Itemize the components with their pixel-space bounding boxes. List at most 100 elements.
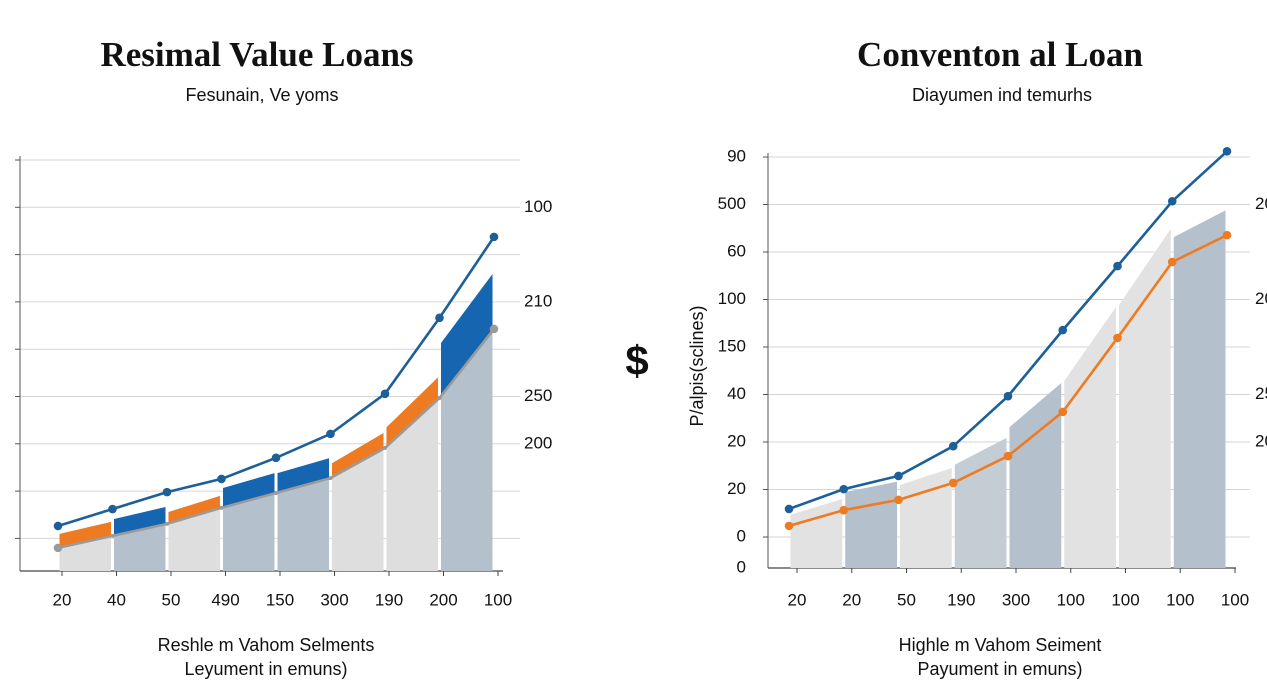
x-tick-label: 40 bbox=[107, 590, 126, 609]
x-tick-label: 100 bbox=[1111, 590, 1139, 609]
point bbox=[948, 441, 958, 451]
y2-tick-label: 20 bbox=[1255, 289, 1267, 308]
point bbox=[53, 543, 63, 553]
chart-title: Resimal Value Loans bbox=[100, 35, 413, 74]
y-tick-label: 40 bbox=[727, 384, 746, 403]
x-axis-label: Highle m Vahom Seiment bbox=[899, 635, 1102, 655]
point bbox=[219, 505, 224, 510]
column bbox=[441, 328, 493, 571]
band bbox=[168, 495, 220, 524]
column bbox=[277, 478, 329, 571]
y2-tick-label: 210 bbox=[524, 291, 552, 310]
point bbox=[437, 395, 442, 400]
x-tick-label: 50 bbox=[897, 590, 916, 609]
point bbox=[1167, 196, 1177, 206]
point bbox=[53, 521, 63, 531]
point bbox=[839, 484, 849, 494]
x-tick-label: 190 bbox=[375, 590, 403, 609]
x-tick-label: 20 bbox=[842, 590, 861, 609]
point bbox=[1113, 333, 1122, 343]
x-tick-label: 100 bbox=[484, 590, 512, 609]
point bbox=[328, 476, 333, 481]
y2-tick-label: 25 bbox=[1255, 384, 1267, 403]
y2-tick-label: 200 bbox=[524, 433, 552, 452]
point bbox=[1058, 325, 1068, 335]
y-tick-label: 20 bbox=[727, 431, 746, 450]
point bbox=[839, 505, 849, 515]
chart-title: Conventon al Loan bbox=[857, 35, 1143, 74]
column bbox=[790, 499, 843, 568]
x-axis-label: Leyument in emuns) bbox=[184, 659, 347, 679]
y-tick-label: 500 bbox=[718, 194, 746, 213]
point bbox=[784, 521, 794, 531]
point bbox=[894, 495, 903, 505]
y-tick-label: 90 bbox=[727, 146, 746, 165]
column bbox=[1064, 306, 1116, 568]
y2-tick-label: 100 bbox=[524, 197, 552, 216]
band bbox=[386, 377, 438, 448]
point bbox=[948, 478, 958, 488]
point bbox=[274, 490, 278, 495]
band bbox=[59, 521, 111, 548]
chart-subtitle: Fesunain, Ve yoms bbox=[185, 85, 338, 105]
x-tick-label: 300 bbox=[1002, 590, 1030, 609]
x-tick-label: 190 bbox=[947, 590, 975, 609]
point bbox=[162, 487, 172, 497]
point bbox=[1113, 261, 1122, 271]
point bbox=[217, 474, 226, 484]
point bbox=[1003, 391, 1013, 401]
point bbox=[1003, 451, 1013, 461]
column bbox=[168, 507, 220, 571]
y-tick-label: 60 bbox=[727, 241, 746, 260]
y2-tick-label: 250 bbox=[524, 386, 552, 405]
y2-tick-label: 20 bbox=[1255, 431, 1267, 450]
point bbox=[1222, 146, 1232, 156]
band bbox=[223, 473, 275, 508]
y2-tick-label: 20 bbox=[1255, 194, 1267, 213]
column bbox=[223, 492, 275, 571]
point bbox=[1058, 407, 1068, 417]
x-tick-label: 200 bbox=[429, 590, 457, 609]
x-tick-label: 150 bbox=[266, 590, 294, 609]
point bbox=[489, 232, 499, 242]
column bbox=[900, 468, 952, 568]
column bbox=[332, 447, 384, 571]
column bbox=[954, 437, 1007, 568]
x-tick-label: 100 bbox=[1166, 590, 1194, 609]
point bbox=[894, 471, 903, 481]
point bbox=[784, 504, 794, 514]
band bbox=[332, 433, 384, 479]
x-tick-label: 20 bbox=[53, 590, 72, 609]
point bbox=[380, 389, 390, 399]
column bbox=[845, 481, 897, 568]
x-axis-label: Payument in emuns) bbox=[917, 659, 1082, 679]
x-axis-label: Reshle m Vahom Selments bbox=[158, 635, 375, 655]
column bbox=[1119, 228, 1171, 568]
band bbox=[114, 506, 166, 536]
point bbox=[1222, 230, 1232, 240]
y-tick-label: 0 bbox=[737, 526, 746, 545]
column bbox=[386, 397, 438, 571]
column bbox=[59, 535, 111, 571]
point bbox=[326, 429, 335, 439]
chart-subtitle: Diayumen ind temurhs bbox=[912, 85, 1092, 105]
point bbox=[271, 453, 281, 463]
y-tick-label: 0 bbox=[737, 557, 746, 576]
y-tick-label: 150 bbox=[718, 336, 746, 355]
x-tick-label: 300 bbox=[320, 590, 348, 609]
point bbox=[165, 521, 169, 526]
y-axis-label: P/alpis(sclines) bbox=[687, 305, 707, 426]
y-tick-label: 20 bbox=[727, 479, 746, 498]
point bbox=[383, 445, 387, 450]
band bbox=[441, 274, 493, 398]
column bbox=[114, 523, 166, 571]
point bbox=[1167, 257, 1177, 267]
point bbox=[489, 324, 499, 334]
x-tick-label: 100 bbox=[1221, 590, 1249, 609]
point bbox=[435, 313, 444, 323]
x-tick-label: 490 bbox=[211, 590, 239, 609]
column bbox=[1009, 382, 1062, 568]
x-tick-label: 50 bbox=[162, 590, 181, 609]
